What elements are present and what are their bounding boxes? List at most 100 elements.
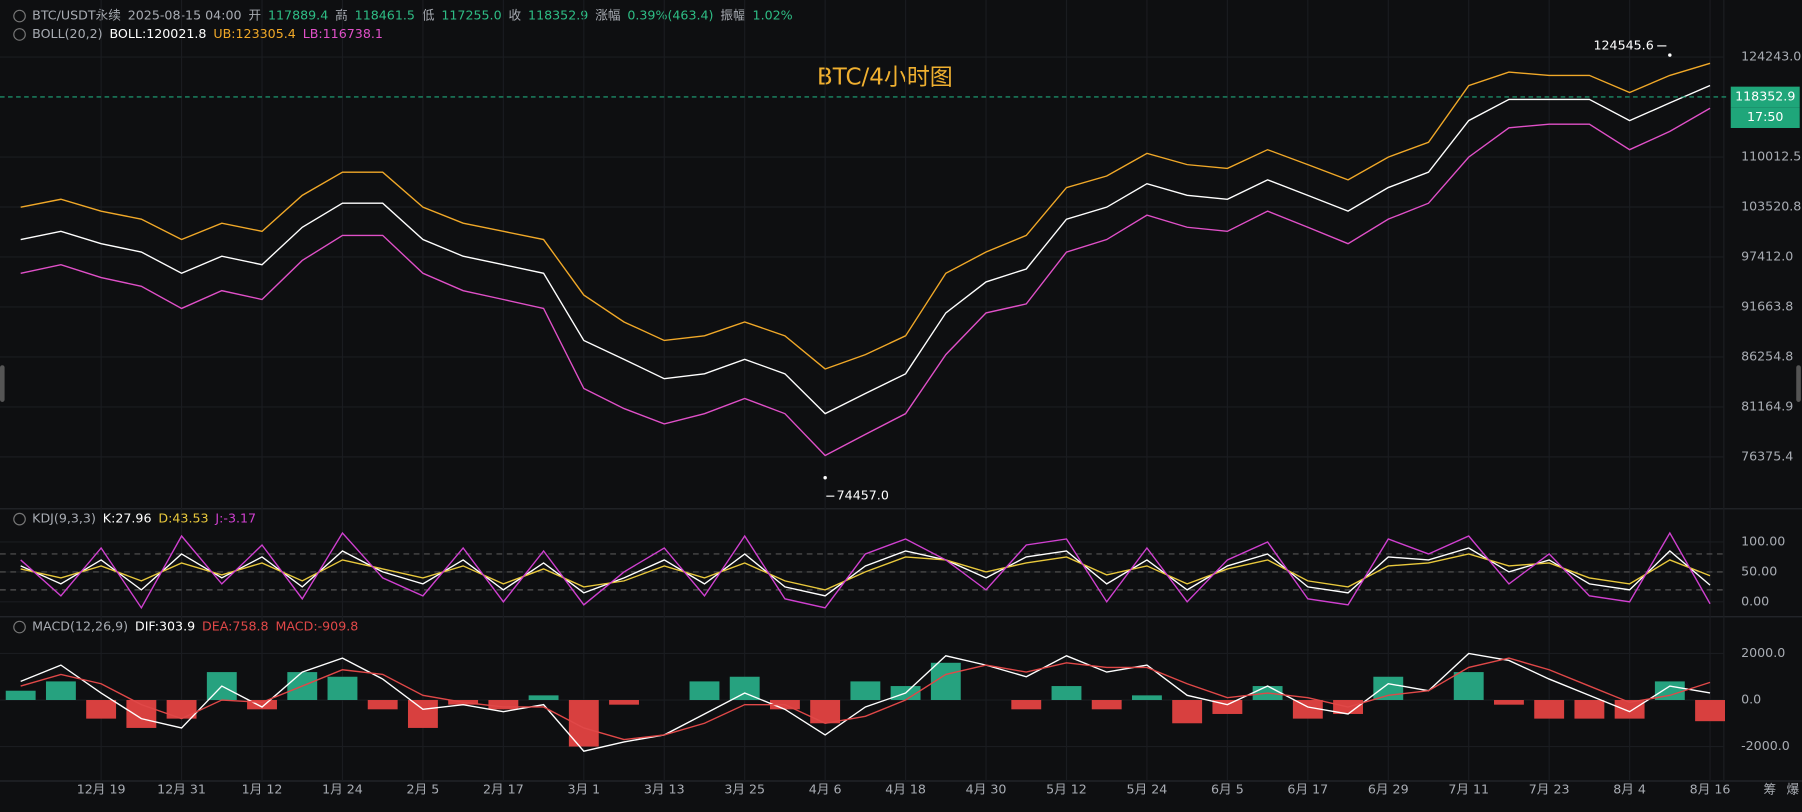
histogram-bar: [5, 690, 36, 701]
series-line: [20, 62, 1711, 370]
histogram-bar: [729, 676, 760, 701]
x-tick-label: 12月 31: [157, 782, 206, 797]
y-tick-label: 100.00: [1741, 533, 1785, 548]
x-tick-label: 2月 5: [407, 782, 440, 797]
x-tick-label: 1月 12: [242, 782, 283, 797]
histogram-bar: [1051, 686, 1082, 701]
histogram-bar: [1131, 695, 1162, 701]
legend-text: BOLL(20,2): [32, 26, 102, 41]
side-handle[interactable]: [0, 365, 5, 402]
legend-text: D:43.53: [158, 511, 208, 526]
y-tick-label: 124243.0: [1741, 49, 1801, 64]
legend-text: 0.39%(463.4): [627, 8, 713, 23]
y-tick-label: 86254.8: [1741, 348, 1793, 363]
legend-text: 2025-08-15 04:00: [128, 8, 242, 23]
legend-text: MACD(12,26,9): [32, 619, 128, 634]
histogram-bar: [1494, 700, 1524, 705]
price-box: [1730, 86, 1800, 108]
histogram-bar: [609, 700, 639, 705]
series-line: [20, 84, 1711, 415]
histogram-bar: [1614, 700, 1645, 719]
y-tick-label: -2000.0: [1741, 738, 1790, 753]
histogram-bar: [407, 700, 438, 728]
legend-text: 收: [509, 8, 522, 23]
histogram-bar: [1534, 700, 1565, 719]
footer-icon[interactable]: 筹: [1764, 782, 1777, 797]
legend-text: 117889.4: [268, 8, 328, 23]
histogram-bar: [528, 695, 559, 701]
histogram-bar: [45, 681, 76, 701]
x-tick-label: 1月 24: [322, 782, 363, 797]
histogram-bar: [86, 700, 117, 719]
x-tick-label: 4月 18: [885, 782, 926, 797]
histogram-bar: [1574, 700, 1605, 719]
extreme-label: 74457.0: [837, 488, 889, 503]
y-tick-label: 103520.8: [1741, 199, 1801, 214]
x-tick-label: 6月 29: [1368, 782, 1409, 797]
toggle-icon[interactable]: [13, 28, 26, 41]
legend-text: K:27.96: [103, 511, 152, 526]
histogram-bar: [1292, 700, 1323, 719]
legend-text: 118352.9: [528, 8, 588, 23]
histogram-bar: [850, 681, 881, 701]
legend-text: 低: [422, 8, 435, 23]
x-tick-label: 4月 30: [966, 782, 1007, 797]
extreme-point: [823, 476, 827, 480]
legend-text: 1.02%: [753, 8, 793, 23]
legend-text: DIF:303.9: [135, 619, 195, 634]
footer-icon[interactable]: 爆: [1786, 782, 1799, 797]
toggle-icon[interactable]: [13, 9, 26, 23]
legend-text: DEA:758.8: [202, 619, 269, 634]
histogram-bar: [1654, 681, 1685, 701]
x-tick-label: 5月 12: [1046, 782, 1087, 797]
x-tick-label: 8月 4: [1613, 782, 1646, 797]
legend-text: LB:116738.1: [303, 26, 383, 41]
histogram-bar: [810, 700, 841, 724]
y-tick-label: 2000.0: [1741, 645, 1785, 660]
side-handle[interactable]: [1796, 365, 1801, 402]
histogram-bar: [327, 676, 358, 701]
time-box: [1730, 107, 1800, 128]
x-tick-label: 3月 1: [567, 782, 600, 797]
legend-text: BTC/USDT永续: [32, 8, 121, 23]
histogram-bar: [488, 700, 519, 710]
histogram-bar: [166, 700, 197, 719]
histogram-bar: [689, 681, 720, 701]
legend-text: UB:123305.4: [213, 26, 295, 41]
legend-text: J:-3.17: [214, 511, 256, 526]
y-tick-label: 50.00: [1741, 563, 1777, 578]
histogram-bar: [1091, 700, 1122, 710]
legend-text: 涨幅: [595, 8, 620, 23]
x-tick-label: 3月 13: [644, 782, 685, 797]
y-tick-label: 91663.8: [1741, 298, 1793, 313]
toggle-icon[interactable]: [13, 620, 26, 634]
chart-title: BTC/4小时图: [817, 65, 953, 91]
histogram-bar: [1373, 676, 1404, 701]
histogram-bar: [247, 700, 277, 710]
histogram-bar: [1011, 700, 1042, 710]
histogram-bar: [1453, 672, 1484, 701]
y-tick-label: 97412.0: [1741, 248, 1793, 263]
toggle-icons: [13, 9, 26, 634]
extreme-label: 124545.6: [1593, 37, 1653, 52]
series-line: [20, 553, 1711, 591]
time-label: 17:50: [1747, 109, 1783, 124]
x-tick-label: 8月 16: [1690, 782, 1731, 797]
series-line: [20, 107, 1711, 457]
x-tick-label: 3月 25: [724, 782, 765, 797]
toggle-icon[interactable]: [13, 512, 26, 526]
legend-text: KDJ(9,3,3): [32, 511, 96, 526]
y-tick-label: 76375.4: [1741, 448, 1793, 463]
x-tick-label: 7月 23: [1529, 782, 1570, 797]
legend-text: BOLL:120021.8: [110, 26, 207, 41]
y-tick-label: 0.0: [1741, 692, 1761, 707]
histogram-bar: [1695, 700, 1726, 722]
price-label: 118352.9: [1735, 88, 1795, 103]
series-line: [20, 547, 1711, 597]
series-line: [20, 657, 1711, 741]
x-tick-label: 4月 6: [809, 782, 842, 797]
x-tick-label: 6月 17: [1287, 782, 1328, 797]
y-tick-label: 0.00: [1741, 593, 1769, 608]
x-tick-label: 12月 19: [77, 782, 126, 797]
